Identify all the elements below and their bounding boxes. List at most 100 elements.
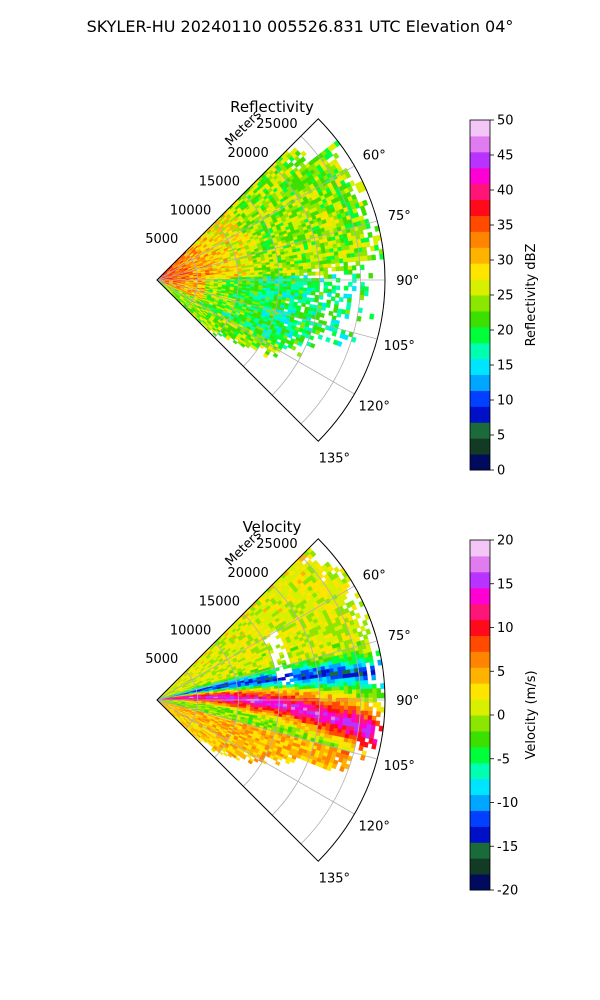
colorbar-swatch: [470, 247, 490, 264]
data-cell: [319, 312, 325, 318]
colorbar-swatch: [470, 454, 490, 471]
data-cell: [305, 300, 311, 305]
colorbar-tick-label: 5: [497, 429, 505, 444]
data-cell: [331, 289, 337, 294]
data-cell: [344, 313, 350, 320]
data-cell: [293, 295, 299, 300]
data-cell: [275, 643, 281, 649]
colorbar-tick-label: 30: [497, 254, 514, 269]
data-cell: [310, 297, 315, 303]
data-cell: [335, 292, 340, 298]
data-cell: [335, 266, 341, 272]
data-cell: [335, 285, 341, 291]
colorbar-swatch: [470, 279, 490, 296]
data-cell: [327, 263, 332, 269]
data-cell: [331, 274, 337, 279]
azimuth-tick-label: 120°: [359, 399, 390, 414]
data-cell: [306, 290, 312, 296]
data-cell: [327, 281, 333, 287]
colorbar-swatch: [470, 310, 490, 328]
data-cell: [299, 156, 307, 163]
data-cell: [338, 297, 344, 303]
colorbar-swatch: [470, 326, 490, 344]
data-cell: [317, 334, 324, 340]
azimuth-tick-label: 105°: [384, 339, 415, 354]
azimuth-tick-label: 135°: [319, 451, 350, 466]
azimuth-tick-label: 60°: [363, 149, 386, 164]
data-cell: [291, 275, 296, 280]
data-cell: [331, 330, 337, 337]
data-cell: [299, 272, 304, 277]
data-cell: [321, 305, 327, 311]
data-cell: [310, 264, 316, 270]
data-cell: [281, 676, 286, 681]
colorbar-swatch: [470, 358, 490, 376]
colorbar-tick-label: 25: [497, 289, 514, 304]
data-cell: [327, 292, 332, 298]
data-cell: [362, 199, 369, 207]
data-cell: [343, 293, 348, 299]
data-cell: [300, 150, 307, 158]
data-cell: [374, 244, 380, 251]
data-cell: [359, 625, 366, 632]
data-cell: [368, 273, 373, 279]
colorbar-swatch: [470, 183, 490, 201]
data-cell: [369, 313, 375, 320]
data-cell: [331, 266, 337, 272]
data-cell: [272, 352, 279, 359]
data-cell: [354, 612, 361, 620]
data-cell: [284, 673, 290, 678]
colorbar-tick-label: 10: [497, 394, 514, 409]
data-cell: [328, 310, 334, 317]
data-cell: [363, 290, 369, 297]
data-cell: [344, 171, 352, 179]
data-cell: [362, 619, 369, 627]
colorbar-tick-label: 45: [497, 149, 514, 164]
data-cell: [289, 678, 295, 683]
data-cell: [232, 339, 238, 345]
colorbar-label: Reflectivity dBZ: [524, 244, 539, 347]
data-cell: [363, 255, 368, 262]
data-cell: [346, 257, 352, 263]
figure-suptitle: SKYLER-HU 20240110 005526.831 UTC Elevat…: [87, 17, 514, 36]
colorbar-swatch: [470, 406, 490, 423]
data-cell: [303, 281, 308, 286]
data-cell: [303, 268, 308, 273]
colorbar-swatch: [470, 295, 490, 312]
data-cell: [351, 265, 357, 271]
data-cell: [325, 336, 331, 343]
data-cell: [297, 299, 303, 304]
range-tick-label: 10000: [170, 203, 211, 218]
data-cell: [336, 312, 342, 318]
colorbar-swatch: [470, 342, 490, 360]
colorbar-tick-label: 35: [497, 219, 514, 234]
colorbar-tick-label: 50: [497, 114, 514, 129]
colorbar-tick-label: 15: [497, 359, 514, 374]
data-cell: [330, 296, 336, 302]
colorbar-swatch: [470, 231, 490, 248]
data-cell: [327, 274, 333, 279]
velocity-panel: Velocity60°75°90°105°120°135°50001000015…: [145, 518, 539, 899]
data-cell: [285, 297, 291, 302]
data-cell: [325, 303, 331, 308]
reflectivity-panel: Reflectivity60°75°90°105°120°135°5000100…: [145, 98, 539, 479]
azimuth-tick-label: 90°: [396, 274, 419, 289]
range-tick-label: 5000: [145, 232, 178, 247]
range-tick-label: 15000: [199, 175, 240, 190]
data-cell: [332, 152, 340, 160]
data-cell: [338, 258, 344, 264]
colorbar-tick-label: 20: [497, 324, 514, 339]
colorbar-swatch: [470, 199, 490, 216]
data-cell: [315, 288, 320, 293]
colorbar-tick-label: 40: [497, 184, 514, 199]
data-cell: [278, 275, 284, 280]
data-cell: [323, 274, 329, 279]
colorbar-tick-label: 0: [497, 464, 505, 479]
data-cell: [310, 291, 316, 296]
colorbar-swatch: [470, 120, 490, 137]
data-cell: [371, 254, 377, 261]
data-cell: [365, 628, 372, 635]
data-cell: [365, 241, 371, 248]
data-cell: [356, 273, 361, 279]
